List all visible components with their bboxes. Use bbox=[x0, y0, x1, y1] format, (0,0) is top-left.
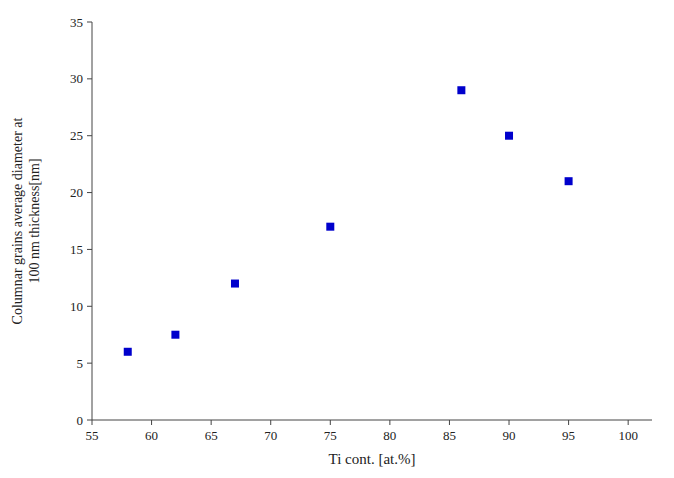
x-axis-label: Ti cont. [at.%] bbox=[329, 451, 416, 467]
x-axis-line bbox=[92, 420, 652, 421]
x-tick bbox=[449, 420, 450, 425]
y-tick-label: 30 bbox=[70, 71, 83, 86]
x-tick-label: 95 bbox=[562, 428, 575, 443]
x-tick bbox=[330, 420, 331, 425]
x-tick-label: 100 bbox=[618, 428, 638, 443]
y-tick-label: 35 bbox=[70, 15, 83, 30]
y-tick bbox=[87, 249, 92, 250]
x-tick bbox=[92, 420, 93, 425]
points bbox=[124, 86, 573, 356]
x-tick bbox=[151, 420, 152, 425]
x-tick-label: 70 bbox=[264, 428, 277, 443]
x-tick-label: 90 bbox=[503, 428, 516, 443]
x-tick bbox=[509, 420, 510, 425]
background bbox=[0, 0, 674, 478]
x-tick-label: 80 bbox=[383, 428, 396, 443]
y-tick-label: 5 bbox=[77, 356, 84, 371]
y-tick bbox=[87, 78, 92, 79]
x-tick-label: 85 bbox=[443, 428, 456, 443]
y-tick-label: 25 bbox=[70, 128, 83, 143]
point bbox=[171, 331, 179, 339]
y-tick bbox=[87, 22, 92, 23]
x-tick-label: 55 bbox=[86, 428, 99, 443]
point bbox=[457, 86, 465, 94]
y-axis-line bbox=[92, 22, 93, 420]
point bbox=[326, 223, 334, 231]
point bbox=[505, 132, 513, 140]
point bbox=[231, 280, 239, 288]
y-tick-label: 0 bbox=[77, 413, 84, 428]
y-tick bbox=[87, 306, 92, 307]
x-tick bbox=[389, 420, 390, 425]
point bbox=[124, 348, 132, 356]
y-tick bbox=[87, 420, 92, 421]
x-axis: 55 60 65 70 75 80 85 90 95 100 bbox=[86, 420, 638, 443]
x-tick-label: 75 bbox=[324, 428, 337, 443]
y-tick bbox=[87, 135, 92, 136]
chart-svg: 55 60 65 70 75 80 85 90 95 100 0 5 10 15 20 25 30 35 Ti co… bbox=[0, 0, 674, 478]
x-tick-label: 60 bbox=[145, 428, 158, 443]
x-tick bbox=[568, 420, 569, 425]
point bbox=[565, 177, 573, 185]
y-tick bbox=[87, 192, 92, 193]
x-tick-label: 65 bbox=[205, 428, 218, 443]
y-tick bbox=[87, 363, 92, 364]
x-tick bbox=[628, 420, 629, 425]
x-tick bbox=[270, 420, 271, 425]
y-axis: 0 5 10 15 20 25 30 35 bbox=[70, 15, 92, 428]
chart-container: 55 60 65 70 75 80 85 90 95 100 0 5 10 15 20 25 30 35 Ti co… bbox=[0, 0, 674, 478]
x-tick bbox=[211, 420, 212, 425]
y-tick-label: 10 bbox=[70, 299, 83, 314]
y-tick-label: 15 bbox=[70, 242, 83, 257]
y-axis-label: Columnar grains average diameter at100 n… bbox=[10, 117, 42, 324]
y-tick-label: 20 bbox=[70, 185, 83, 200]
